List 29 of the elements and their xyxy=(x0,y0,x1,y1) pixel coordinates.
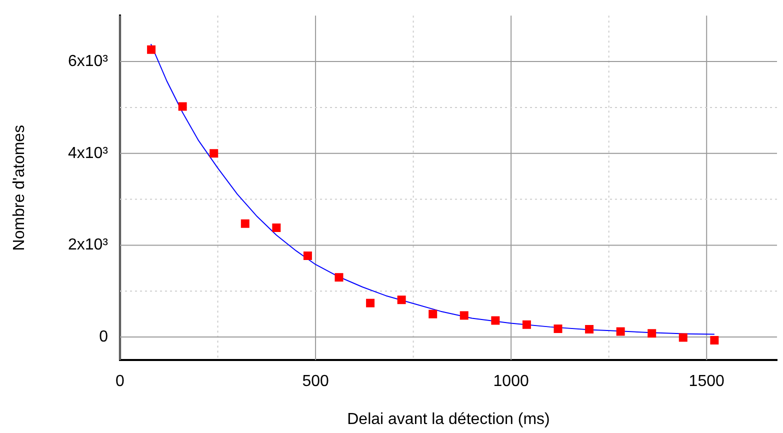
point xyxy=(522,320,531,329)
x-tick-label: 500 xyxy=(302,373,329,390)
x-tick-label: 1500 xyxy=(688,373,725,390)
point xyxy=(147,45,156,54)
x-tick-label: 0 xyxy=(116,373,125,390)
x-axis-title: Delai avant la détection (ms) xyxy=(347,410,550,428)
point xyxy=(240,219,250,228)
x-tick-label: 1000 xyxy=(493,373,529,390)
point xyxy=(366,298,375,308)
point xyxy=(491,316,500,325)
point xyxy=(334,273,344,282)
point xyxy=(210,149,218,158)
point xyxy=(585,324,594,334)
point xyxy=(397,296,406,304)
point xyxy=(554,324,562,334)
point xyxy=(648,329,656,338)
point xyxy=(428,310,438,318)
y-tick-label: 4x10³ xyxy=(68,144,109,162)
point xyxy=(272,224,281,232)
point xyxy=(303,252,312,260)
y-tick-label: 2x10³ xyxy=(68,236,109,254)
y-tick-label: 6x10³ xyxy=(68,52,109,70)
point xyxy=(616,327,625,336)
point xyxy=(178,102,187,111)
point xyxy=(460,311,468,320)
y-axis-title: Nombre d'atomes xyxy=(11,124,28,251)
point xyxy=(678,333,688,342)
y-tick-label: 0 xyxy=(99,328,108,346)
point xyxy=(710,336,719,344)
